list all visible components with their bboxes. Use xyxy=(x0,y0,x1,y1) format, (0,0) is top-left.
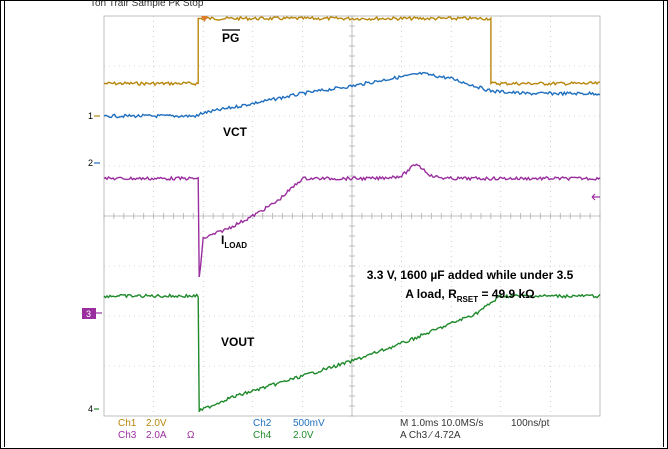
footer-ch4-scale: 2.0V xyxy=(293,430,314,441)
ch3-marker: 3 xyxy=(82,308,102,319)
iload-label-sub: LOAD xyxy=(224,241,247,250)
ch3-marker-label: 3 xyxy=(86,309,91,319)
trace-vct xyxy=(103,71,601,119)
pg-label: PG xyxy=(222,31,239,45)
ch1-marker: 1 xyxy=(88,111,100,121)
footer-ch4: Ch4 xyxy=(253,430,272,441)
plot-grid xyxy=(103,15,601,417)
footer-ch3-unit: Ω xyxy=(187,430,195,441)
footer-ch1: Ch1 xyxy=(118,418,137,429)
plot-border xyxy=(103,15,601,417)
footer-ch2: Ch2 xyxy=(253,418,272,429)
trace-vout xyxy=(103,293,601,413)
scope-footer: Ch1 2.0V Ch3 2.0A Ω Ch2 500mV Ch4 2.0V M… xyxy=(118,418,550,441)
ch3-reference-arrow xyxy=(591,193,600,201)
footer-record-length: 100ns/pt xyxy=(511,418,550,429)
scope-header-text: Ton Trair Sample Pk Stop xyxy=(90,0,204,9)
annotation-line-2a: A load, R xyxy=(405,287,457,301)
trace-iload xyxy=(103,163,601,278)
footer-ch1-scale: 2.0V xyxy=(146,418,167,429)
vct-label: VCT xyxy=(223,125,248,139)
vout-label: VOUT xyxy=(221,335,255,349)
ch2-marker: 2 xyxy=(88,158,100,168)
ch3-marker-box xyxy=(82,308,96,319)
annotation-line-1: 3.3 V, 1600 µF added while under 3.5 xyxy=(367,268,574,282)
annotation-line-2b: = 49.9 kΩ xyxy=(478,287,535,301)
figure-inner-border xyxy=(4,0,664,447)
trace-group xyxy=(103,15,601,413)
footer-trigger: A Ch3 ⁄ 4.72A xyxy=(400,430,461,441)
ch2-marker-label: 2 xyxy=(88,158,93,168)
footer-ch2-scale: 500mV xyxy=(293,418,325,429)
ch1-marker-label: 1 xyxy=(88,111,93,121)
iload-label: ILOAD xyxy=(221,233,247,250)
footer-ch3-scale: 2.0A xyxy=(146,430,167,441)
annotation-line-2: A load, RRSET = 49.9 kΩ xyxy=(405,287,535,304)
trigger-position-marker xyxy=(201,16,208,22)
footer-timebase: M 1.0ms 10.0MS/s xyxy=(400,418,483,429)
ch4-marker: 4 xyxy=(88,404,99,414)
iload-label-main: I xyxy=(221,233,224,247)
ch4-marker-label: 4 xyxy=(88,404,93,414)
footer-ch3: Ch3 xyxy=(118,430,137,441)
trace-pg xyxy=(104,15,600,87)
annotation-rset-sub: RSET xyxy=(457,295,478,304)
